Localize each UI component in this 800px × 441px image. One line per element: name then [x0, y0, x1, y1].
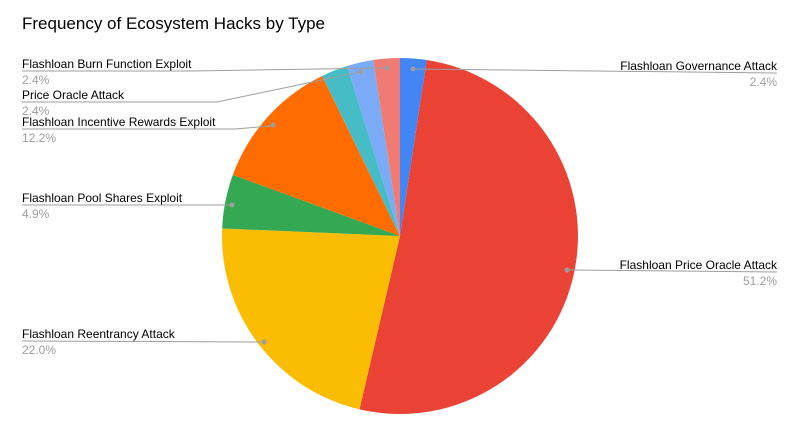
slice-label: Price Oracle Attack — [22, 88, 125, 102]
callout-flashloan-incentive-rewards-exploit: Flashloan Incentive Rewards Exploit 12.2% — [22, 115, 215, 145]
slice-percentage: 12.2% — [22, 131, 57, 145]
slice-label: Flashloan Price Oracle Attack — [619, 258, 777, 272]
callout-flashloan-price-oracle-attack: Flashloan Price Oracle Attack 51.2% — [620, 258, 777, 288]
callout-flashloan-governance-attack: Flashloan Governance Attack 2.4% — [620, 59, 777, 89]
slice-label: Flashloan Burn Function Exploit — [22, 57, 192, 71]
pie-slice-price-oracle-attack[interactable] — [347, 60, 400, 236]
leader-line-price-oracle-attack — [22, 71, 361, 103]
leader-line-flashloan-burn-function-exploit — [22, 67, 386, 72]
slice-percentage: 4.9% — [22, 207, 50, 221]
slice-label: Flashloan Reentrancy Attack — [22, 327, 175, 341]
callout-flashloan-burn-function-exploit: Flashloan Burn Function Exploit 2.4% — [22, 57, 191, 87]
chart-title: Frequency of Ecosystem Hacks by Type — [22, 14, 325, 33]
pie-slice-flashloan-burn-function-exploit[interactable] — [373, 57, 400, 236]
callout-price-oracle-attack: Price Oracle Attack 2.4% — [22, 88, 124, 118]
slice-percentage: 2.4% — [22, 104, 50, 118]
leader-line-flashloan-reentrancy-attack — [21, 340, 264, 343]
slice-percentage: 22.0% — [22, 343, 57, 357]
slice-label: Flashloan Incentive Rewards Exploit — [22, 115, 216, 129]
leader-dot-flashloan-price-oracle-attack — [564, 267, 570, 273]
callout-flashloan-pool-shares-exploit: Flashloan Pool Shares Exploit 4.9% — [22, 191, 182, 221]
pie-slice-flashloan-pool-shares-exploit[interactable] — [222, 174, 400, 236]
leader-line-flashloan-incentive-rewards-exploit — [22, 125, 272, 130]
leader-line-flashloan-governance-attack — [413, 68, 778, 74]
pie-slice-flashloan-incentive-rewards-exploit[interactable] — [232, 75, 400, 236]
leader-dot-flashloan-governance-attack — [410, 66, 416, 72]
slice-percentage: 2.4% — [749, 75, 777, 89]
leader-dot-flashloan-pool-shares-exploit — [229, 202, 235, 208]
leader-line-flashloan-price-oracle-attack — [567, 269, 778, 273]
leader-dot-flashloan-burn-function-exploit — [384, 65, 390, 71]
slice-percentage: 2.4% — [22, 73, 50, 87]
slice-label: Flashloan Governance Attack — [620, 59, 777, 73]
pie-slice-flashloan-reentrancy-attack[interactable] — [221, 228, 400, 410]
callout-flashloan-reentrancy-attack: Flashloan Reentrancy Attack 22.0% — [22, 327, 175, 357]
slice-label: Flashloan Pool Shares Exploit — [22, 191, 183, 205]
leader-dot-price-oracle-attack — [358, 69, 364, 75]
leader-dot-flashloan-reentrancy-attack — [261, 339, 267, 345]
pie-slice-unlabeled[interactable] — [322, 66, 400, 236]
pie-slice-flashloan-governance-attack[interactable] — [400, 57, 427, 236]
pie-slice-flashloan-price-oracle-attack[interactable] — [359, 60, 578, 414]
leader-dot-flashloan-incentive-rewards-exploit — [270, 122, 276, 128]
slice-percentage: 51.2% — [742, 274, 777, 288]
